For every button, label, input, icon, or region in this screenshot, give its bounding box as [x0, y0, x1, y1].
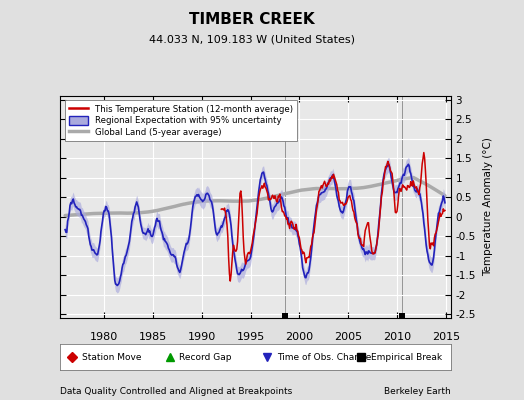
Text: 1980: 1980 — [90, 332, 118, 342]
Text: 2005: 2005 — [334, 332, 362, 342]
Text: 1995: 1995 — [236, 332, 265, 342]
Text: 2000: 2000 — [285, 332, 313, 342]
Text: Record Gap: Record Gap — [179, 352, 232, 362]
Text: 2010: 2010 — [383, 332, 411, 342]
Text: Station Move: Station Move — [82, 352, 141, 362]
Text: 1990: 1990 — [188, 332, 216, 342]
Text: Data Quality Controlled and Aligned at Breakpoints: Data Quality Controlled and Aligned at B… — [60, 387, 292, 396]
Text: Time of Obs. Change: Time of Obs. Change — [277, 352, 372, 362]
Y-axis label: Temperature Anomaly (°C): Temperature Anomaly (°C) — [483, 138, 493, 276]
Text: TIMBER CREEK: TIMBER CREEK — [189, 12, 314, 27]
Text: 44.033 N, 109.183 W (United States): 44.033 N, 109.183 W (United States) — [148, 34, 355, 44]
Text: Empirical Break: Empirical Break — [370, 352, 442, 362]
Text: Berkeley Earth: Berkeley Earth — [384, 387, 451, 396]
Text: 1985: 1985 — [139, 332, 167, 342]
Text: 2015: 2015 — [432, 332, 460, 342]
Legend: This Temperature Station (12-month average), Regional Expectation with 95% uncer: This Temperature Station (12-month avera… — [64, 100, 297, 141]
